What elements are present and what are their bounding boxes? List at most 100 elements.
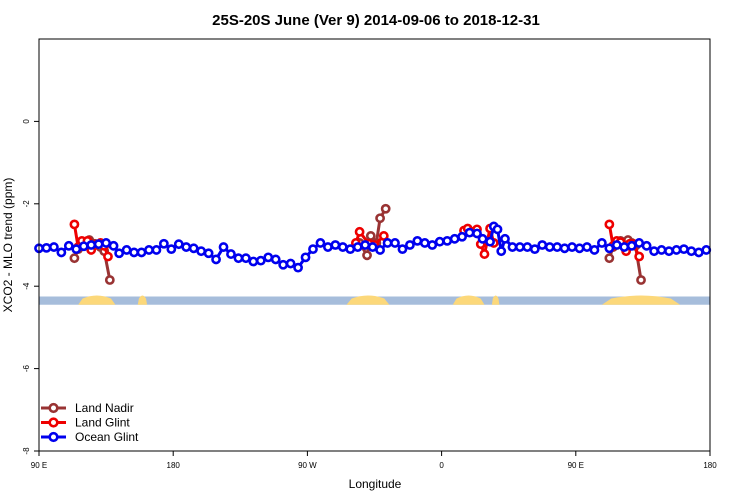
data-point — [405, 240, 415, 250]
data-point — [604, 243, 615, 254]
data-point — [270, 254, 281, 265]
y-tick-label: -6 — [22, 364, 31, 372]
data-point — [671, 245, 682, 255]
data-point — [636, 275, 646, 285]
data-point — [492, 224, 503, 235]
data-point — [382, 238, 393, 248]
y-tick-label: -4 — [22, 282, 31, 290]
data-point — [362, 250, 372, 261]
data-point — [582, 242, 592, 252]
data-point — [412, 235, 423, 246]
legend-marker — [48, 431, 59, 443]
land-segment — [137, 295, 148, 305]
y-tick-label: 0 — [22, 119, 31, 124]
land-ocean-strip — [39, 295, 710, 305]
data-point — [619, 242, 630, 252]
data-point — [664, 246, 674, 257]
data-point — [552, 242, 563, 252]
data-point — [514, 242, 525, 252]
data-point — [567, 242, 577, 252]
data-point — [188, 243, 199, 254]
data-point — [114, 248, 125, 259]
y-axis-label: XCO2 - MLO trend (ppm) — [1, 178, 15, 313]
data-point — [345, 244, 356, 255]
data-point — [360, 240, 371, 250]
data-point — [537, 240, 548, 250]
data-point — [596, 238, 607, 248]
data-point — [337, 242, 348, 252]
data-point — [656, 245, 667, 255]
x-tick-label: 90 E — [568, 461, 584, 470]
data-point — [93, 239, 104, 250]
data-point — [151, 245, 162, 255]
land-segment — [78, 295, 116, 305]
data-point — [507, 242, 518, 252]
data-point — [375, 245, 385, 255]
x-axis-label: Longitude — [349, 477, 402, 491]
data-point — [218, 242, 229, 252]
y-tick-label: -8 — [22, 447, 31, 455]
data-point — [104, 275, 115, 285]
data-point — [248, 256, 259, 267]
data-point — [496, 246, 507, 257]
data-point — [500, 233, 510, 244]
data-point — [472, 228, 482, 239]
data-point — [181, 242, 192, 252]
x-axis: 90 E 180 90 W 0 90 E 180 — [31, 451, 717, 470]
chart-title: 25S-20S June (Ver 9) 2014-09-06 to 2018-… — [212, 12, 540, 29]
data-point — [226, 249, 236, 259]
data-point — [522, 242, 533, 252]
data-point — [278, 259, 289, 270]
data-point — [449, 233, 460, 244]
data-point — [679, 244, 689, 255]
data-point — [442, 235, 453, 246]
data-point — [365, 231, 376, 241]
data-point — [78, 241, 89, 252]
x-tick-label: 90 W — [298, 461, 317, 470]
data-point — [103, 251, 113, 262]
series-layer — [34, 203, 712, 285]
data-point — [574, 243, 585, 254]
data-point — [485, 236, 495, 247]
land-segment — [452, 295, 485, 305]
data-point — [693, 247, 704, 258]
data-point — [69, 219, 80, 230]
data-point — [49, 242, 59, 252]
data-point — [293, 262, 303, 273]
legend-label: Ocean Glint — [75, 430, 139, 444]
data-point — [397, 244, 408, 255]
data-point — [352, 242, 363, 252]
plot-area — [38, 38, 711, 452]
data-point — [121, 245, 132, 255]
series-ocean-glint — [34, 221, 712, 273]
data-point — [604, 219, 615, 230]
data-point — [285, 258, 296, 269]
data-point — [604, 253, 615, 264]
legend-item: Land Nadir — [41, 401, 134, 415]
data-point — [464, 227, 475, 238]
data-point — [158, 238, 169, 249]
data-point — [390, 238, 400, 248]
data-point — [626, 240, 637, 251]
data-point — [71, 244, 82, 255]
data-point — [634, 251, 645, 262]
data-point — [203, 248, 214, 259]
data-point — [101, 238, 111, 248]
data-point — [263, 252, 274, 263]
data-point — [108, 240, 119, 251]
data-point — [330, 240, 341, 250]
data-point — [144, 245, 154, 255]
x-tick-label: 180 — [703, 461, 717, 470]
data-point — [136, 247, 147, 258]
y-axis: -8 -6 -4 -2 0 — [22, 119, 39, 455]
data-point — [300, 252, 311, 263]
data-point — [255, 255, 266, 266]
legend-marker — [48, 417, 59, 428]
data-point — [477, 233, 488, 244]
legend-item: Ocean Glint — [41, 430, 139, 444]
data-point — [240, 253, 251, 264]
data-point — [559, 243, 570, 254]
data-point — [69, 253, 80, 264]
data-point — [380, 203, 391, 214]
